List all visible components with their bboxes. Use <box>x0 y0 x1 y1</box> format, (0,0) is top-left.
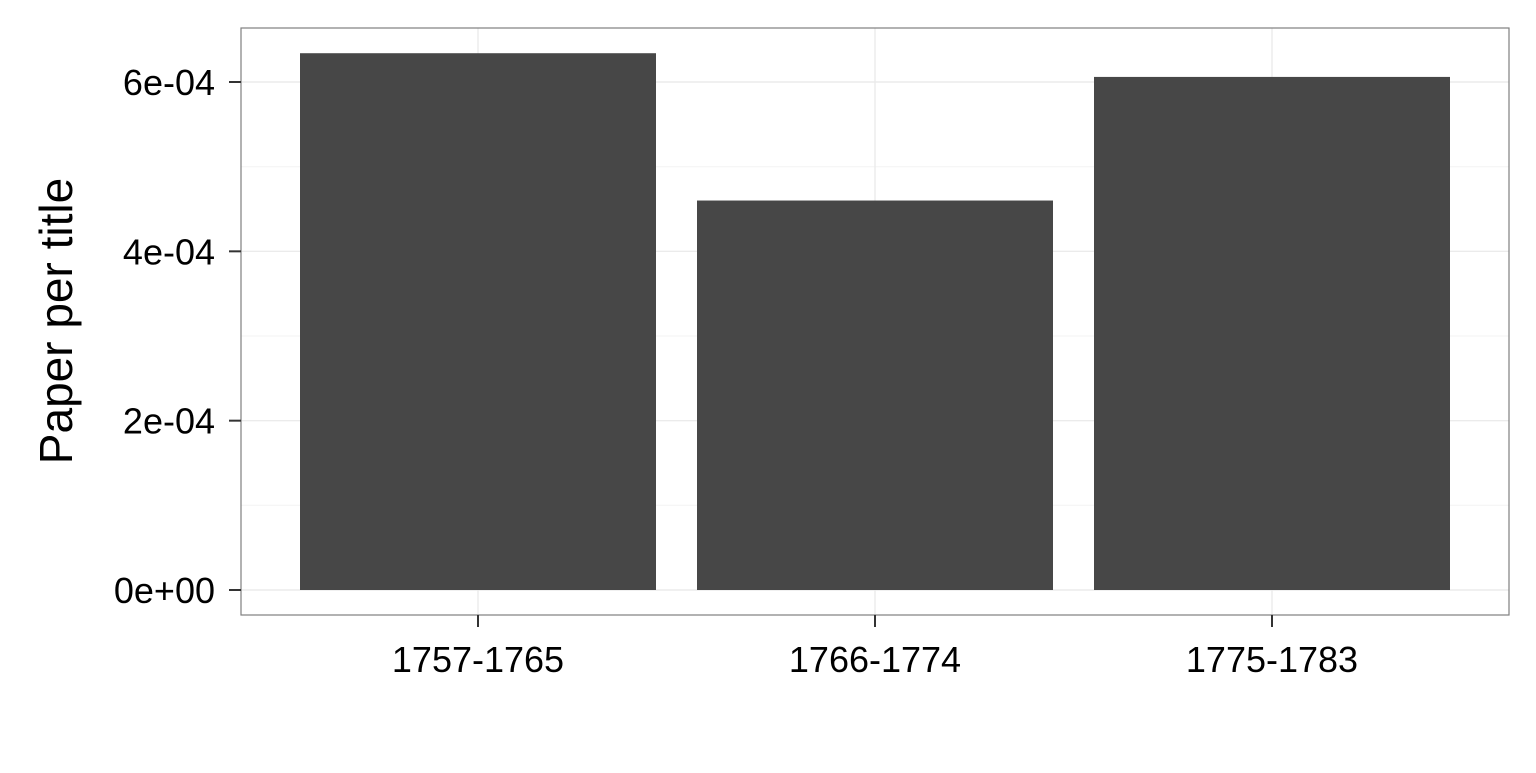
x-tick-label: 1766-1774 <box>789 639 961 680</box>
bars <box>300 53 1450 591</box>
bar <box>1094 76 1450 591</box>
x-tick-label: 1775-1783 <box>1186 639 1358 680</box>
y-tick-label: 2e-04 <box>123 401 215 442</box>
y-axis-ticks: 0e+00 2e-04 4e-04 6e-04 <box>114 62 241 611</box>
y-tick-label: 0e+00 <box>114 570 215 611</box>
bar <box>697 200 1053 591</box>
x-axis-ticks: 1757-1765 1766-1774 1775-1783 <box>392 615 1358 680</box>
x-tick-label: 1757-1765 <box>392 639 564 680</box>
y-tick-label: 6e-04 <box>123 62 215 103</box>
bar <box>300 53 656 591</box>
y-axis-title: Paper per title <box>30 178 82 464</box>
y-tick-label: 4e-04 <box>123 231 215 272</box>
